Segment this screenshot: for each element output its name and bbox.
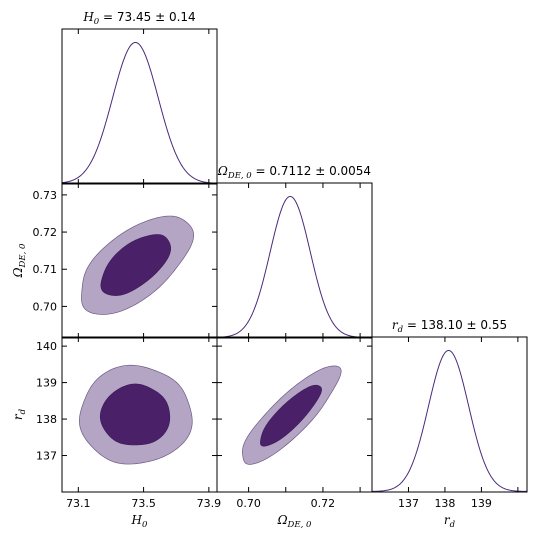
y-tick-label: 137 [36,450,57,463]
contour-68-H0-Omega_DE0 [100,234,172,296]
panel-frame-1-1 [216,182,373,339]
x-tick-label: 73.1 [66,497,91,510]
title-H0: H0 = 73.45 ± 0.14 [82,10,195,27]
contour-68-H0-r_d [99,383,171,446]
contour-68-Omega_DE0-r_d [260,384,322,447]
y-axis-label-Omega_DE0-main: Ω [11,267,25,278]
y-tick-label: 0.70 [33,300,58,313]
title-r_d-main: r [392,318,399,332]
x-axis-label-H0-main: H [131,513,143,527]
y-axis-label-Omega_DE0: ΩDE, 0 [11,243,28,278]
y-tick-label: 0.73 [33,189,58,202]
marginal-curve-H0 [62,41,217,184]
x-tick-label: 73.5 [131,497,156,510]
y-axis-label-r_d-main: r [11,413,25,420]
x-axis-label-r_d-main: r [444,513,451,527]
contour-H0-r_d [79,364,193,465]
y-tick-label: 0.72 [33,226,58,239]
x-tick-label: 0.70 [236,497,261,510]
x-axis-label-Omega_DE0-sub: DE, 0 [287,520,312,530]
panel-frame-2-2 [371,336,528,493]
title-Omega_DE0-main: Ω [217,164,228,178]
y-tick-label: 138 [36,413,57,426]
x-axis-label-Omega_DE0-main: Ω [277,513,288,527]
marginal-curve-r_d [372,349,527,492]
title-Omega_DE0-value: = 0.7112 ± 0.0054 [252,164,371,178]
x-tick-label: 137 [398,497,419,510]
x-axis-label-H0: H0 [131,513,148,530]
title-r_d: rd = 138.10 ± 0.55 [392,318,507,335]
title-r_d-value: = 138.10 ± 0.55 [403,318,507,332]
title-H0-sub: 0 [94,17,100,27]
marginal-r_d [372,349,527,492]
x-tick-label: 0.72 [311,497,336,510]
x-tick-label: 138 [434,497,455,510]
contour-Omega_DE0-r_d [242,365,342,465]
title-H0-value: = 73.45 ± 0.14 [99,10,195,24]
y-axis-label-r_d-sub: d [18,408,28,414]
y-axis-label-Omega_DE0-sub: DE, 0 [18,243,28,268]
x-tick-label: 73.9 [197,497,222,510]
title-H0-main: H [82,10,94,24]
title-r_d-sub: d [398,325,404,335]
y-tick-label: 139 [36,377,57,390]
marginal-curve-Omega_DE0 [217,195,372,338]
marginal-H0 [62,41,217,184]
marginal-Omega_DE0 [217,195,372,338]
title-Omega_DE0: ΩDE, 0 = 0.7112 ± 0.0054 [217,164,371,181]
x-axis-label-Omega_DE0: ΩDE, 0 [277,513,312,530]
x-axis-label-H0-sub: 0 [142,520,148,530]
y-tick-label: 0.71 [33,263,58,276]
x-axis-label-r_d: rd [444,513,456,530]
x-axis-label-r_d-sub: d [450,520,456,530]
x-tick-label: 139 [471,497,492,510]
y-axis-label-r_d: rd [11,408,28,420]
panel-frame-0-0 [61,28,218,185]
contour-H0-Omega_DE0 [81,215,194,315]
y-tick-label: 140 [36,340,57,353]
title-Omega_DE0-sub: DE, 0 [227,171,252,181]
